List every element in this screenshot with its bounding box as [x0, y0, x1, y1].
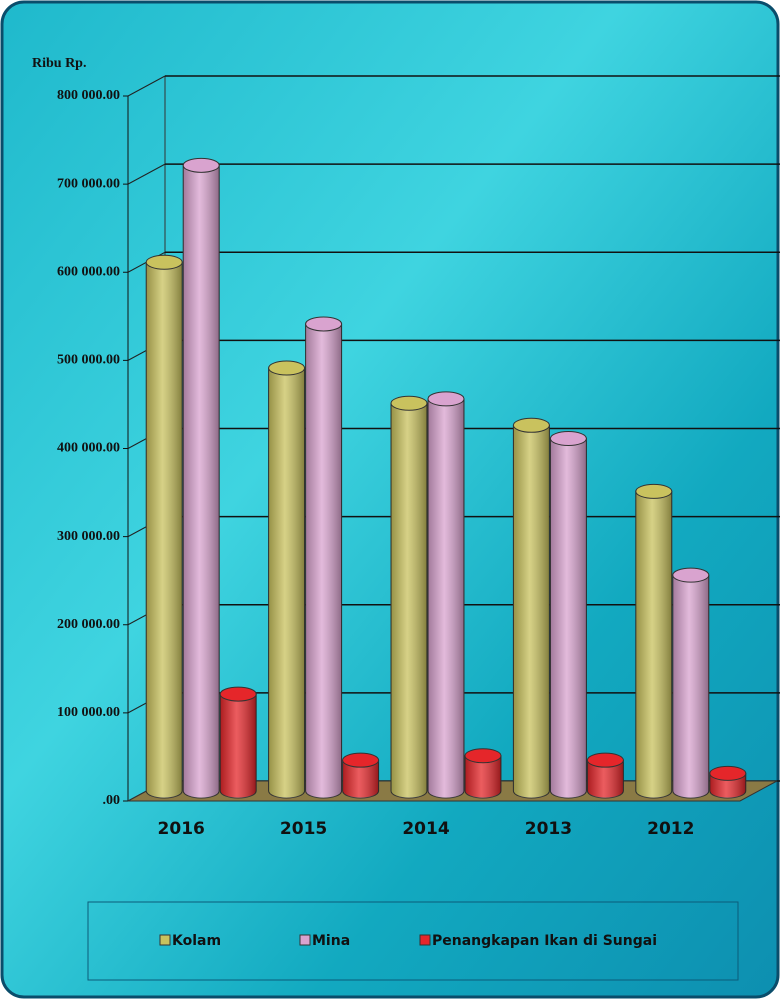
legend-swatch — [419, 934, 431, 946]
bar-shade — [342, 760, 379, 799]
y-tick-label: .00 — [103, 793, 121, 808]
y-axis-label: Ribu Rp. — [32, 56, 86, 71]
bar-shade — [635, 491, 672, 799]
bar-shade — [587, 760, 624, 799]
bar-cap — [709, 765, 747, 781]
bar-cap — [512, 417, 550, 433]
bar-shade — [672, 575, 709, 799]
bar-shade — [391, 403, 427, 798]
bar-shade — [268, 368, 305, 798]
legend-label: Penangkapan Ikan di Sungai — [432, 933, 657, 949]
legend-label: Mina — [312, 933, 350, 949]
bar-cap — [342, 752, 380, 768]
bar-cap — [672, 567, 710, 583]
bar-shade — [220, 694, 257, 798]
x-tick-label: 2013 — [525, 819, 572, 839]
bar-cap — [305, 316, 343, 332]
bar-cap — [464, 748, 502, 764]
bar-shade — [146, 262, 183, 799]
bar-shade — [305, 323, 342, 799]
y-tick-label: 400 000.00 — [57, 441, 120, 456]
bar-shade — [465, 755, 501, 798]
bar-cap — [635, 483, 673, 499]
bar-cap — [182, 157, 220, 173]
bar-shade — [183, 165, 220, 799]
bar-cap — [145, 254, 183, 270]
y-tick-label: 300 000.00 — [57, 529, 120, 544]
x-tick-label: 2015 — [280, 819, 327, 839]
grid-diagonal — [127, 163, 166, 185]
y-tick-label: 500 000.00 — [57, 353, 120, 368]
x-tick-label: 2016 — [158, 819, 205, 839]
bar-cap — [549, 431, 587, 446]
bar-cap — [219, 686, 257, 702]
y-tick-label: 800 000.00 — [57, 88, 120, 103]
bar-cap — [427, 391, 465, 407]
bar-shade — [428, 398, 464, 798]
bar-shade — [513, 425, 550, 799]
x-tick-label: 2014 — [402, 819, 449, 839]
y-tick-label: 600 000.00 — [57, 264, 120, 279]
bar-shade — [550, 438, 587, 798]
y-tick-label: 200 000.00 — [57, 617, 120, 632]
legend-swatch — [159, 934, 171, 946]
y-tick-label: 100 000.00 — [57, 705, 120, 720]
bar-cap — [268, 360, 306, 376]
legend-box — [87, 901, 739, 981]
legend-swatch — [299, 934, 311, 946]
x-tick-label: 2012 — [647, 819, 694, 839]
bar-cap — [586, 752, 624, 768]
grid-diagonal — [127, 75, 166, 97]
legend-label: Kolam — [172, 933, 221, 949]
bar-cap — [390, 395, 428, 411]
y-tick-label: 700 000.00 — [57, 176, 120, 191]
